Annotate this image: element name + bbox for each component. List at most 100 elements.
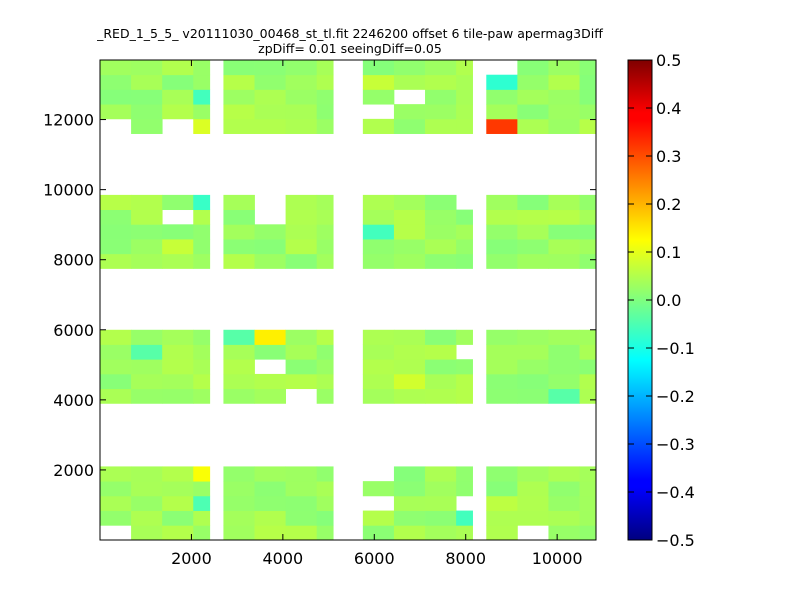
heatmap-cell [254, 329, 286, 345]
y-tick-label: 4000 [53, 391, 94, 410]
heatmap-cell [548, 525, 580, 541]
heatmap-cell [362, 510, 395, 526]
heatmap-cell [425, 239, 457, 255]
heatmap-cell [316, 118, 334, 134]
heatmap-cell [517, 388, 549, 404]
heatmap-cell [579, 373, 597, 390]
heatmap-cell [193, 466, 211, 482]
heatmap-cell [316, 495, 334, 511]
heatmap-cell [162, 495, 194, 511]
heatmap-cell [193, 359, 211, 375]
heatmap-cell [486, 89, 518, 105]
heatmap-cell [548, 495, 580, 511]
colorbar-tick-label: 0.4 [656, 99, 681, 118]
heatmap-cell [362, 344, 395, 360]
colorbar-tick-label: −0.1 [656, 339, 695, 358]
heatmap-cell [100, 373, 132, 390]
heatmap-cell [579, 525, 597, 541]
heatmap-cell [548, 60, 580, 76]
colorbar-ticks: 0.5 0.4 0.3 0.2 0.1 0.0 −0.1 −0.2 −0.3 −0.4 −0.5 [628, 51, 695, 550]
heatmap-cell [579, 209, 597, 225]
heatmap-cell [456, 118, 473, 134]
heatmap-cell [517, 209, 549, 225]
heatmap-cell [223, 253, 255, 269]
heatmap-cell [393, 373, 426, 390]
heatmap-cell [223, 118, 255, 134]
heatmap-cell [100, 104, 132, 120]
heatmap-cell [548, 118, 580, 134]
heatmap-cell [393, 239, 426, 255]
heatmap-cell [425, 89, 457, 105]
heatmap-cell [456, 481, 473, 497]
x-tick-label: 4000 [262, 549, 303, 568]
heatmap-cell [517, 373, 549, 390]
heatmap-cell [486, 510, 518, 526]
heatmap-cell [162, 60, 194, 76]
heatmap-cell [362, 481, 395, 497]
heatmap-cell [285, 239, 318, 255]
heatmap-cell [393, 104, 426, 120]
heatmap-cell [425, 118, 457, 134]
heatmap-cell [517, 359, 549, 375]
heatmap-cell [254, 495, 286, 511]
heatmap-cell [162, 373, 194, 390]
heatmap-cell [285, 253, 318, 269]
colorbar-tick-label: 0.2 [656, 195, 681, 214]
heatmap-cell [193, 224, 211, 240]
heatmap-cell [100, 481, 132, 497]
heatmap-cell [579, 104, 597, 120]
heatmap-cell [100, 239, 132, 255]
heatmap-cell [393, 344, 426, 360]
heatmap-cell [425, 74, 457, 90]
heatmap-cell [223, 495, 255, 511]
heatmap-cell [425, 209, 457, 225]
heatmap-cell [131, 60, 163, 76]
heatmap-cell [362, 239, 395, 255]
heatmap-cell [579, 89, 597, 105]
heatmap-cell [316, 89, 334, 105]
heatmap-cell [425, 329, 457, 345]
heatmap-cell [579, 224, 597, 240]
heatmap-cell [285, 525, 318, 541]
heatmap-cell [456, 510, 473, 526]
heatmap-cell [425, 344, 457, 360]
heatmap-cell [223, 359, 255, 375]
heatmap-cell [254, 525, 286, 541]
heatmap-cell [193, 525, 211, 541]
heatmap-cell [162, 481, 194, 497]
heatmap-cell [131, 104, 163, 120]
heatmap-cell [131, 481, 163, 497]
heatmap-cell [193, 344, 211, 360]
heatmap-cell [456, 224, 473, 240]
heatmap-cell [486, 481, 518, 497]
heatmap-cell [548, 239, 580, 255]
heatmap-cell [393, 224, 426, 240]
heatmap-cell [193, 118, 211, 134]
heatmap-cell [316, 525, 334, 541]
heatmap-cell [223, 388, 255, 404]
heatmap-cell [223, 60, 255, 76]
heatmap-cell [316, 329, 334, 345]
heatmap-cell [193, 373, 211, 390]
heatmap-cell [456, 388, 473, 404]
plot-frame [99, 59, 597, 541]
chart-title-line2: zpDiff= 0.01 seeingDiff=0.05 [258, 41, 442, 56]
heatmap-cell [579, 239, 597, 255]
heatmap-cell [393, 194, 426, 211]
heatmap-cell [285, 89, 318, 105]
heatmap-cell [254, 118, 286, 134]
heatmap-cell [100, 329, 132, 345]
heatmap-cell [162, 74, 194, 90]
heatmap-cell [517, 344, 549, 360]
heatmap-cell [425, 525, 457, 541]
heatmap-cell [486, 74, 518, 90]
heatmap-cell [486, 329, 518, 345]
heatmap-cell [579, 118, 597, 134]
heatmap-cell [486, 466, 518, 482]
heatmap-cell [131, 466, 163, 482]
heatmap-cell [285, 74, 318, 90]
heatmap-cell [456, 74, 473, 90]
heatmap-cell [393, 329, 426, 345]
heatmap-cell [162, 194, 194, 211]
heatmap-cell [362, 388, 395, 404]
